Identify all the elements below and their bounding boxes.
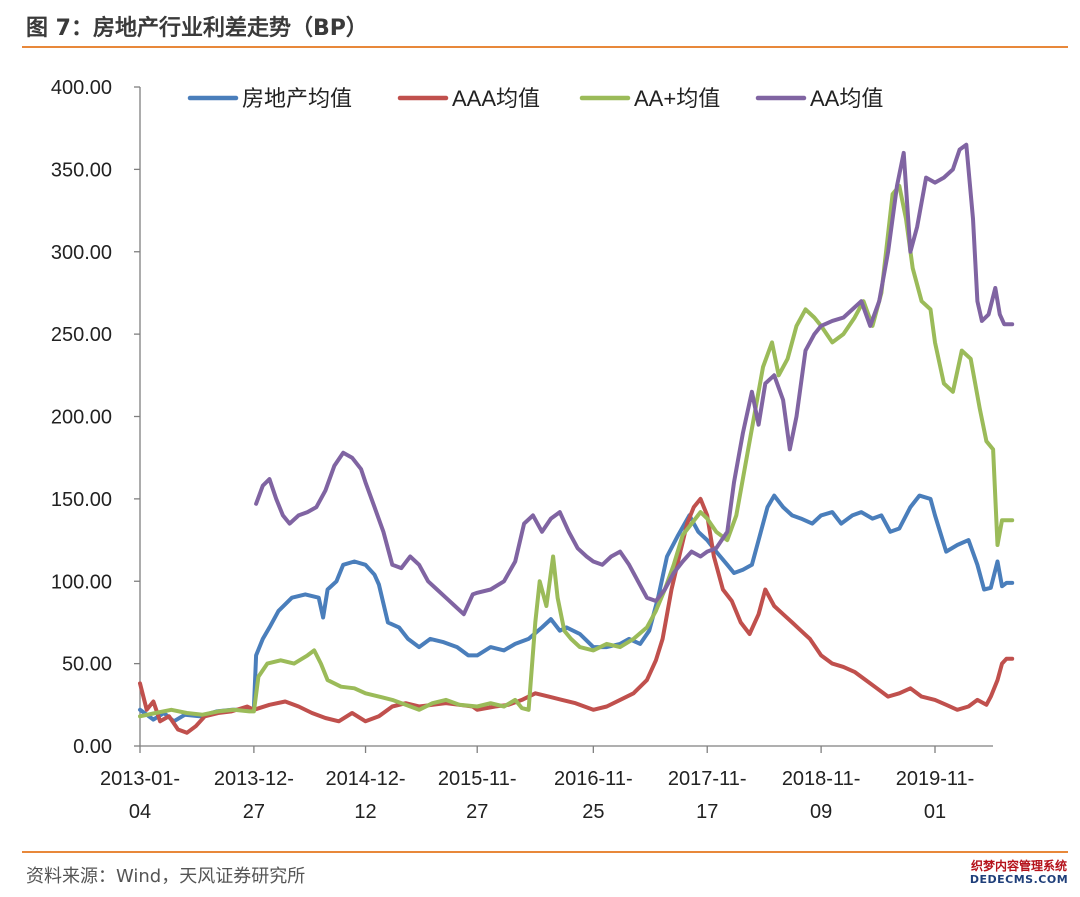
legend-label: AA均值	[810, 86, 883, 111]
y-tick-label: 150.00	[51, 489, 112, 511]
y-tick-label: 0.00	[73, 736, 112, 758]
y-tick-label: 400.00	[51, 77, 112, 99]
watermark-line2: DEDECMS.COM	[969, 873, 1069, 886]
series-layer	[138, 142, 1015, 735]
series-line	[138, 183, 1015, 719]
y-tick-label: 50.00	[62, 654, 112, 676]
x-tick-label-day: 17	[696, 801, 718, 823]
legend-label: AAA均值	[452, 86, 540, 111]
y-tick-label: 200.00	[51, 407, 112, 429]
series-4	[254, 142, 1015, 617]
chart-title: 图 7：房地产行业利差走势（BP）	[26, 16, 368, 41]
series-line	[254, 142, 1015, 617]
chart-axes: 0.00 50.00 100.00 150.00 200.00 250.00 300.00 3…	[51, 77, 993, 823]
watermark-line1: 织梦内容管理系统	[970, 859, 1067, 873]
x-tick-label-day: 27	[243, 801, 265, 823]
x-tick-label: 2016-11-	[554, 768, 633, 790]
x-tick-label-day: 04	[129, 801, 151, 823]
watermark-logo: 织梦内容管理系统 DEDECMS.COM	[968, 860, 1070, 885]
title-divider	[22, 46, 1068, 48]
y-tick-label: 300.00	[51, 242, 112, 264]
data-source: 资料来源：Wind，天风证券研究所	[26, 866, 306, 887]
legend-label: 房地产均值	[242, 86, 352, 111]
x-tick-label-day: 25	[582, 801, 604, 823]
legend-label: AA+均值	[634, 86, 720, 111]
x-tick-label: 2013-12-	[214, 768, 294, 790]
series-line	[138, 493, 1015, 724]
y-tick-label: 250.00	[51, 324, 112, 346]
x-tick-label: 2015-11-	[438, 768, 517, 790]
x-tick-label-day: 12	[354, 801, 376, 823]
y-tick-label: 100.00	[51, 571, 112, 593]
footer-divider	[22, 851, 1068, 853]
x-tick-label: 2019-11-	[896, 768, 975, 790]
x-tick-label: 2014-12-	[326, 768, 406, 790]
x-tick-label-day: 27	[466, 801, 488, 823]
series-1	[138, 493, 1015, 724]
x-tick-label: 2018-11-	[782, 768, 861, 790]
series-2	[138, 496, 1015, 735]
series-3	[138, 183, 1015, 719]
x-tick-label-day: 09	[810, 801, 832, 823]
series-line	[138, 496, 1015, 735]
chart-legend: 房地产均值 AAA均值 AA+均值 AA均值	[187, 86, 883, 111]
x-tick-label: 2013-01-	[100, 768, 180, 790]
y-tick-label: 350.00	[51, 159, 112, 181]
x-tick-label: 2017-11-	[668, 768, 747, 790]
x-tick-label-day: 01	[924, 801, 946, 823]
